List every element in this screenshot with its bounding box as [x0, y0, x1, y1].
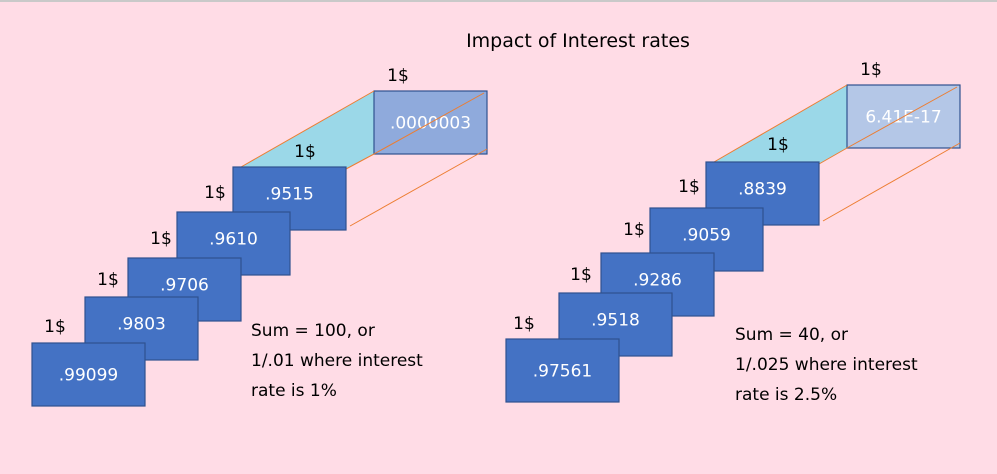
- left-value-box-text: .9706: [160, 276, 209, 296]
- left-note: Sum = 100, or 1/.01 where interest rate …: [251, 316, 423, 406]
- right-note-line: 1/.025 where interest: [735, 355, 918, 375]
- left-perspective-line: [240, 90, 375, 168]
- right-dollar-label: 1$: [678, 177, 700, 197]
- right-perspective-line: [818, 147, 848, 165]
- right-dollar-label: 1$: [860, 60, 882, 80]
- left-note-line: 1/.01 where interest: [251, 351, 423, 371]
- left-dollar-label: 1$: [294, 142, 316, 162]
- right-value-box-text: .9059: [682, 226, 731, 246]
- left-value-box-text: .99099: [59, 366, 118, 386]
- right-dollar-label: 1$: [623, 220, 645, 240]
- right-note-line: Sum = 40, or: [735, 325, 849, 345]
- right-value-box-text: .9286: [633, 271, 682, 291]
- right-note: Sum = 40, or 1/.025 where interest rate …: [735, 320, 918, 410]
- right-value-box-text: .97561: [533, 362, 592, 382]
- right-value-box-text: .8839: [738, 180, 787, 200]
- right-dollar-label: 1$: [767, 135, 789, 155]
- right-perspective-line: [822, 142, 961, 222]
- right-dollar-label: 1$: [570, 265, 592, 285]
- left-far-box-value: .0000003: [390, 114, 471, 134]
- left-perspective-line: [349, 148, 488, 227]
- left-dollar-label: 1$: [150, 229, 172, 249]
- right-perspective-line: [846, 86, 958, 149]
- right-value-box: [505, 338, 620, 403]
- left-note-line: rate is 1%: [251, 381, 337, 401]
- right-far-box-value: 6.41E-17: [865, 108, 941, 128]
- left-value-box: [31, 342, 146, 407]
- right-note-line: rate is 2.5%: [735, 385, 838, 405]
- right-perspective-line: [713, 84, 848, 163]
- left-perspective-line: [373, 92, 485, 155]
- diagram-title: Impact of Interest rates: [466, 30, 690, 52]
- left-dollar-label: 1$: [204, 183, 226, 203]
- left-perspective-line: [345, 153, 375, 170]
- right-dollar-label: 1$: [513, 314, 535, 334]
- left-dollar-label: 1$: [387, 66, 409, 86]
- left-value-box-text: .9803: [117, 315, 166, 335]
- left-note-line: Sum = 100, or: [251, 321, 375, 341]
- left-value-box-text: .9610: [209, 230, 258, 250]
- top-border: [0, 0, 997, 2]
- right-value-box-text: .9518: [591, 311, 640, 331]
- left-dollar-label: 1$: [44, 317, 66, 337]
- left-dollar-label: 1$: [97, 270, 119, 290]
- left-value-box-text: .9515: [265, 185, 314, 205]
